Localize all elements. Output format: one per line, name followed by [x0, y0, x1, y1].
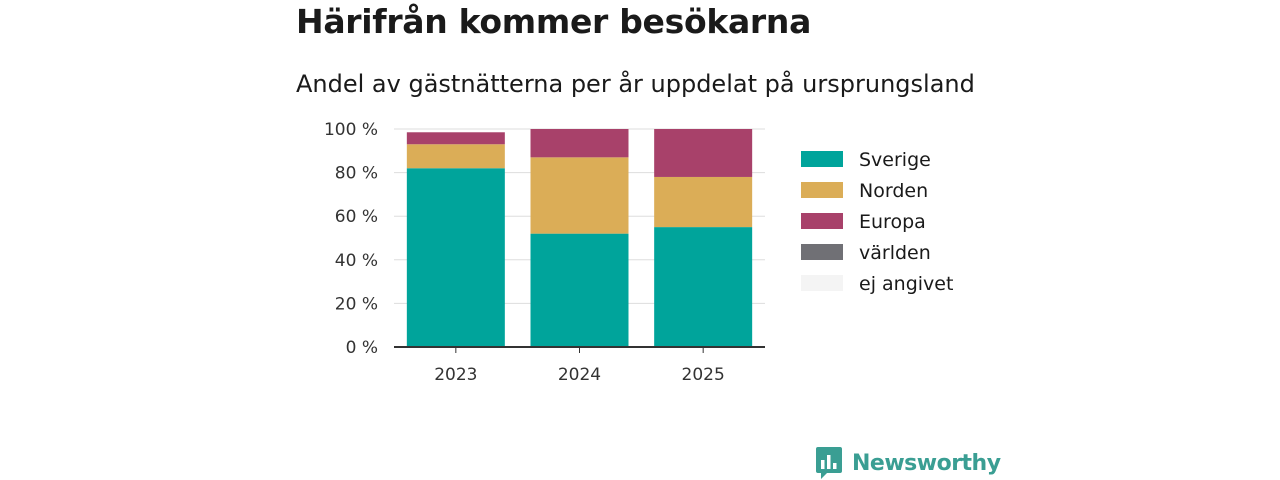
chart-subtitle: Andel av gästnätterna per år uppdelat på…: [296, 70, 975, 98]
brand-logo: Newsworthy: [815, 446, 1001, 480]
x-tick-label: 2025: [682, 365, 725, 385]
bar-chart-speech-bubble-icon: [816, 447, 842, 479]
chart-title: Härifrån kommer besökarna: [296, 2, 812, 41]
bar-segment: [406, 168, 505, 347]
bar-segment: [654, 129, 753, 177]
x-tick-label: 2023: [434, 365, 477, 385]
legend-label: Europa: [859, 211, 926, 233]
y-tick-label: 100 %: [324, 120, 378, 140]
legend: Sverige Norden Europa världen ej angivet: [801, 149, 953, 295]
bar-segment: [530, 233, 629, 347]
bar-segment: [406, 132, 505, 145]
y-tick-label: 80 %: [335, 164, 378, 184]
bar-segment: [406, 144, 505, 169]
legend-swatch: [801, 213, 843, 229]
bars: [406, 129, 753, 347]
axes: 0 % 20 % 40 % 60 % 80 % 100 % 2023 2024 2025: [324, 120, 765, 385]
legend-label: världen: [859, 242, 931, 264]
y-tick-label: 60 %: [335, 207, 378, 227]
legend-swatch: [801, 275, 843, 291]
legend-swatch: [801, 182, 843, 198]
y-tick-label: 0 %: [346, 338, 378, 358]
y-tick-label: 40 %: [335, 251, 378, 271]
bar-segment: [654, 176, 753, 228]
brand-name: Newsworthy: [852, 450, 1001, 476]
legend-swatch: [801, 244, 843, 260]
bar-segment: [530, 129, 629, 158]
legend-swatch: [801, 151, 843, 167]
x-tick-label: 2024: [558, 365, 601, 385]
legend-label: Norden: [859, 180, 928, 202]
bar-segment: [530, 157, 629, 234]
y-tick-label: 20 %: [335, 294, 378, 314]
bar-segment: [654, 227, 753, 347]
legend-label: ej angivet: [859, 273, 953, 295]
legend-label: Sverige: [859, 149, 931, 171]
